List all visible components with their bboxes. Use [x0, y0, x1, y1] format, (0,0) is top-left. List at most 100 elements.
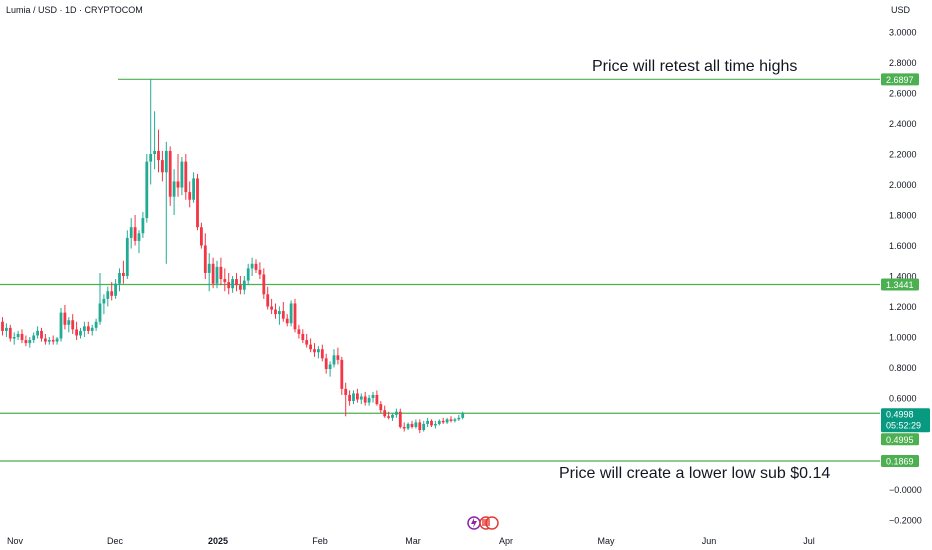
- y-tick-label: −0.2000: [889, 516, 922, 526]
- candle-body: [98, 303, 102, 322]
- candle-body: [223, 279, 227, 283]
- candle-body: [164, 150, 168, 173]
- candle-body: [125, 237, 129, 276]
- y-tick-label: 1.4000: [889, 272, 917, 282]
- candle-body: [270, 306, 273, 310]
- candle-body: [356, 393, 359, 400]
- candle-body: [133, 227, 137, 241]
- candle-body: [301, 333, 305, 341]
- candle-body: [418, 422, 422, 431]
- candle-body: [172, 181, 176, 197]
- candle-body: [63, 312, 67, 325]
- candle-body: [16, 333, 20, 337]
- y-tick-label: 0.8000: [889, 363, 917, 373]
- candle-body: [422, 423, 426, 431]
- candle-body: [285, 318, 289, 324]
- bolt-icon: [471, 518, 477, 528]
- y-tick-label: 2.6000: [889, 89, 917, 99]
- candle-body: [67, 320, 71, 325]
- x-tick-label: Apr: [499, 536, 513, 546]
- candle-body: [289, 303, 293, 324]
- annotation-bottom: Price will create a lower low sub $0.14: [559, 465, 830, 482]
- candle-body: [157, 150, 160, 161]
- candle-body: [414, 422, 418, 427]
- candle-body: [242, 280, 246, 290]
- candle-body: [192, 178, 195, 200]
- y-tick-label: 1.8000: [889, 211, 917, 221]
- x-tick-label: Jun: [702, 536, 717, 546]
- candle-body: [328, 364, 332, 370]
- candle-body: [379, 404, 383, 411]
- candle-body: [28, 340, 32, 344]
- candle-body: [59, 312, 63, 339]
- candle-body: [176, 181, 180, 188]
- level-price-text: 1.3441: [886, 280, 914, 290]
- candle-body: [430, 420, 433, 426]
- candle-body: [391, 414, 394, 418]
- candle-body: [118, 272, 121, 284]
- level-price-text: 2.6897: [886, 75, 914, 85]
- candle-body: [75, 329, 78, 336]
- candle-body: [200, 227, 203, 246]
- candle-body: [371, 394, 375, 398]
- x-tick-label: Feb: [312, 536, 328, 546]
- candle-body: [12, 337, 16, 339]
- candle-body: [398, 411, 402, 427]
- candle-body: [235, 279, 238, 286]
- y-tick-label: 3.0000: [889, 28, 917, 38]
- candle-body: [293, 303, 297, 330]
- candle-body: [406, 423, 410, 429]
- candle-body: [219, 266, 223, 280]
- candle-body: [383, 410, 387, 417]
- candle-body: [332, 355, 336, 365]
- candle-body: [426, 420, 429, 424]
- candle-body: [367, 398, 371, 403]
- candle-body: [445, 419, 449, 423]
- y-tick-label: 2.2000: [889, 150, 917, 160]
- y-tick-label: 2.8000: [889, 58, 917, 68]
- candle-body: [32, 335, 36, 341]
- candle-body: [207, 263, 211, 273]
- x-tick-label: Jul: [803, 536, 815, 546]
- candle-body: [188, 192, 192, 200]
- candle-body: [239, 285, 242, 290]
- current-price-text: 0.4998: [886, 409, 914, 419]
- candle-body: [168, 150, 172, 197]
- candle-body: [51, 340, 55, 342]
- candle-body: [309, 344, 312, 350]
- candle-body: [122, 272, 125, 276]
- y-tick-label: 2.4000: [889, 119, 917, 129]
- candle-body: [461, 413, 465, 418]
- second-price-text: 0.4995: [886, 435, 914, 445]
- candle-body: [71, 320, 75, 330]
- x-tick-label: Mar: [405, 536, 421, 546]
- level-price-text: 0.1869: [886, 456, 914, 466]
- candle-body: [457, 417, 461, 420]
- candle-body: [145, 161, 149, 219]
- candle-body: [313, 349, 316, 353]
- candle-body: [180, 161, 184, 188]
- candle-body: [262, 274, 266, 295]
- candle-body: [106, 291, 110, 299]
- candle-body: [359, 396, 363, 400]
- candle-body: [79, 330, 82, 336]
- candle-body: [250, 263, 254, 269]
- candle-body: [47, 340, 51, 342]
- level-price-tag: [881, 454, 919, 467]
- candle-body: [184, 161, 188, 193]
- candle-body: [254, 263, 258, 270]
- candle-body: [5, 327, 8, 331]
- x-tick-label: Nov: [7, 536, 24, 546]
- candle-body: [40, 330, 43, 339]
- candle-body: [90, 327, 94, 331]
- candle-body: [153, 150, 156, 154]
- y-tick-label: 1.0000: [889, 333, 917, 343]
- candle-body: [141, 218, 145, 234]
- candle-body: [86, 326, 90, 331]
- candle-body: [246, 268, 250, 281]
- candle-body: [20, 333, 24, 341]
- candle-body: [278, 311, 281, 315]
- candle-body: [137, 233, 141, 241]
- candle-body: [274, 309, 277, 315]
